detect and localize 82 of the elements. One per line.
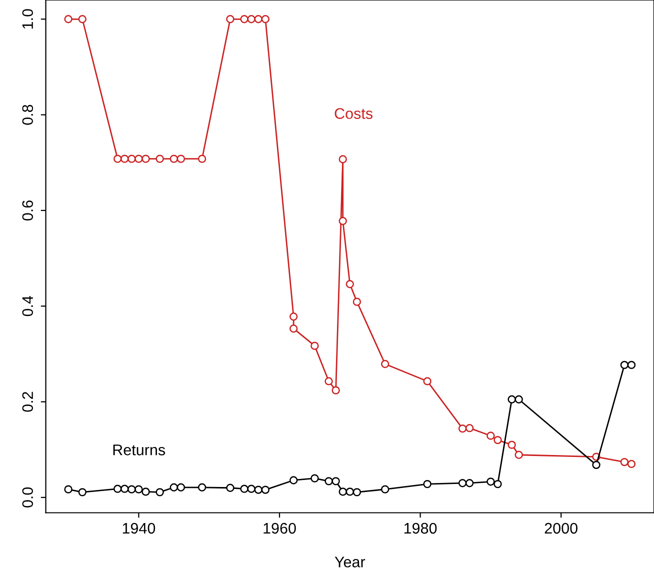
point: [170, 483, 178, 492]
point: [458, 424, 467, 433]
point: [338, 488, 347, 496]
x-tick-label: 1960: [264, 522, 296, 534]
point: [176, 154, 186, 163]
point: [240, 15, 248, 24]
series-label: Returns: [113, 444, 166, 456]
point: [78, 488, 86, 496]
point: [226, 15, 234, 24]
point: [627, 460, 636, 468]
point: [380, 485, 390, 494]
point: [352, 488, 362, 496]
point: [310, 474, 319, 482]
point: [198, 154, 206, 163]
point: [620, 360, 629, 370]
point: [324, 377, 333, 386]
y-tick-label: 0.8: [22, 104, 34, 125]
point: [324, 477, 333, 486]
point: [514, 450, 523, 459]
point: [120, 154, 129, 163]
point: [156, 488, 164, 496]
point: [423, 377, 432, 386]
point: [170, 154, 178, 163]
x-axis-title: Year: [334, 556, 366, 568]
point: [254, 15, 262, 24]
point: [247, 15, 256, 24]
point: [226, 484, 234, 492]
point: [465, 478, 474, 488]
point: [134, 485, 143, 494]
point: [156, 154, 164, 163]
point: [289, 476, 298, 484]
point: [346, 488, 354, 496]
x-tick-label: 2000: [544, 522, 578, 534]
point: [338, 216, 347, 226]
point: [134, 154, 143, 163]
point: [508, 440, 516, 449]
point: [142, 488, 150, 496]
point: [261, 15, 270, 24]
point: [198, 483, 206, 492]
point: [592, 460, 600, 470]
point: [113, 484, 122, 493]
point: [142, 154, 150, 163]
point: [240, 484, 248, 493]
y-tick-label: 0.2: [22, 392, 34, 412]
point: [627, 360, 636, 370]
y-tick-label: 0.4: [22, 296, 34, 316]
point: [289, 324, 298, 333]
point: [423, 480, 432, 488]
point: [352, 298, 362, 306]
point: [338, 155, 347, 164]
point: [247, 484, 256, 493]
point: [494, 480, 502, 488]
point: [120, 484, 129, 493]
point: [310, 342, 319, 350]
point: [176, 483, 186, 492]
point: [261, 486, 270, 494]
point: [486, 478, 495, 486]
point: [254, 486, 262, 494]
point: [332, 386, 340, 394]
point: [486, 432, 495, 440]
point: [64, 15, 72, 24]
point: [332, 477, 340, 486]
point: [494, 436, 502, 444]
point: [465, 424, 474, 432]
point: [113, 154, 122, 163]
text: Costs: [334, 108, 373, 119]
point: [289, 312, 298, 321]
y-tick-label: 0.0: [22, 487, 34, 508]
point: [508, 395, 516, 404]
point: [458, 478, 467, 488]
x-tick-label: 1980: [404, 522, 437, 534]
y-tick-label: 0.6: [22, 200, 34, 220]
y-tick-label: 1.0: [22, 9, 34, 29]
point: [514, 395, 523, 404]
point: [346, 280, 354, 288]
point: [620, 458, 629, 466]
point: [128, 154, 136, 163]
point: [380, 360, 390, 368]
x-tick-label: 1940: [122, 522, 156, 534]
point: [78, 15, 86, 24]
point: [64, 485, 72, 494]
point: [128, 485, 136, 494]
